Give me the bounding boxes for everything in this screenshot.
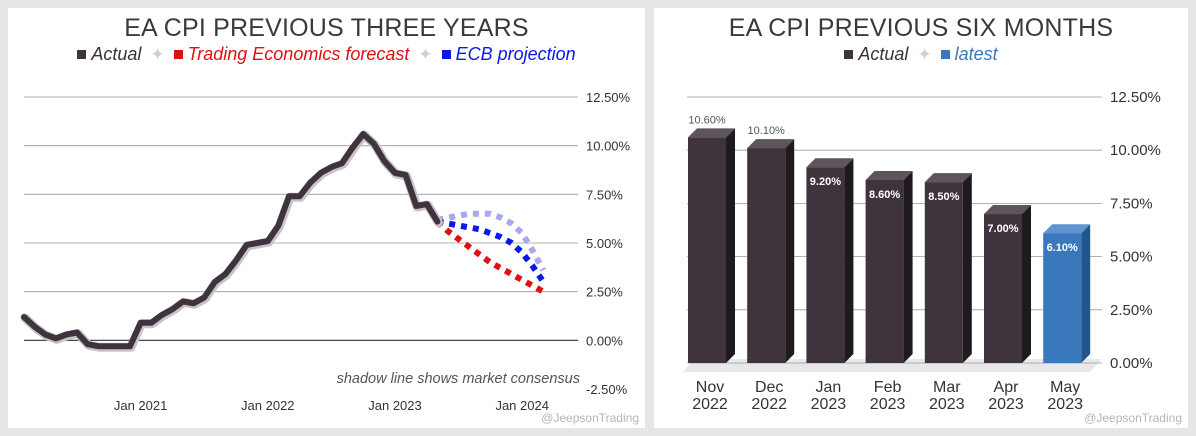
x-tick-label: 2023 (811, 396, 847, 413)
six-month-chart-panel: EA CPI PREVIOUS SIX MONTHS Actual ✦ latest… (654, 8, 1188, 428)
bar-chart-plot: 12.50% 10.00% 7.50% 5.00% 2.50% 0.00% 10.60% No… (683, 89, 1161, 413)
x-tick-label: Dec (755, 379, 783, 396)
chart-title: EA CPI PREVIOUS SIX MONTHS (728, 14, 1114, 42)
bar-top (806, 158, 854, 168)
legend-label-latest: latest (954, 44, 998, 64)
x-tick-label: Jan 2022 (241, 398, 295, 413)
x-tick-label: May (1050, 379, 1080, 396)
y-tick-label: 12.50% (1110, 89, 1161, 106)
bar (865, 179, 904, 363)
bar-side (844, 158, 854, 363)
y-tick-label: 0.00% (1110, 355, 1153, 372)
chart-legend: Actual ✦ latest (654, 44, 1188, 65)
ecb-projection-line (436, 218, 546, 284)
legend-separator: ✦ (418, 45, 433, 64)
y-tick-label: 0.00% (586, 333, 623, 348)
bar (747, 148, 786, 363)
bar (806, 167, 845, 363)
legend-swatch-ecb (441, 50, 451, 59)
x-tick-label: 2023 (870, 396, 906, 413)
data-label: 9.20% (810, 176, 841, 188)
y-tick-label: 7.50% (586, 187, 623, 202)
x-tick-label: Mar (933, 379, 961, 396)
legend-label-actual: Actual (858, 44, 909, 64)
bar-top (688, 128, 735, 138)
x-tick-label: Jan (816, 379, 842, 396)
y-tick-label: -2.50% (586, 382, 628, 397)
consensus-series-line (436, 210, 547, 272)
chart-legend: Actual ✦ Trading Economics forecast ✦ ECB pr… (8, 44, 645, 65)
bar-side (726, 128, 735, 363)
watermark: @JeepsonTrading (541, 411, 639, 425)
y-tick-label: 12.50% (586, 90, 631, 105)
y-tick-label: 5.00% (586, 236, 623, 251)
data-label: 8.50% (928, 191, 959, 203)
bar-side (1081, 224, 1091, 363)
data-label: 7.00% (987, 223, 1018, 235)
legend-label-ecb: ECB projection (455, 44, 576, 64)
chart-title: EA CPI PREVIOUS THREE YEARS (124, 14, 529, 42)
data-label: 10.10% (748, 125, 786, 137)
x-tick-label: 2022 (692, 396, 728, 413)
bar-side (903, 170, 913, 363)
data-label: 6.10% (1047, 242, 1078, 254)
bar-top (984, 205, 1031, 215)
x-tick-label: Feb (874, 379, 902, 396)
x-tick-label: 2023 (929, 396, 965, 413)
x-tick-label: 2022 (751, 396, 787, 413)
chart-annotation: shadow line shows market consensus (336, 371, 580, 387)
three-year-chart-panel: EA CPI PREVIOUS THREE YEARS Actual ✦ Tradi… (8, 8, 645, 428)
line-chart-plot: 12.50% 10.00% 7.50% 5.00% 2.50% 0.00% -2.50% Ja… (20, 90, 631, 413)
data-label: 10.60% (688, 114, 726, 126)
x-tick-label: Apr (994, 379, 1020, 396)
y-tick-label: 2.50% (586, 285, 623, 300)
data-label: 8.60% (869, 189, 900, 201)
legend-label-actual: Actual (91, 44, 142, 64)
y-tick-label: 7.50% (1110, 195, 1153, 212)
y-tick-label: 10.00% (586, 139, 631, 154)
x-tick-label: Jan 2023 (368, 398, 422, 413)
x-tick-label: Jan 2024 (495, 398, 549, 413)
y-tick-label: 5.00% (1110, 249, 1153, 266)
actual-series-line (21, 131, 441, 350)
bar (1043, 233, 1082, 363)
y-tick-label: 2.50% (1110, 302, 1153, 319)
bar (924, 182, 963, 363)
x-tick-label: 2023 (1047, 396, 1083, 413)
x-tick-label: Nov (696, 379, 724, 396)
y-tick-label: 10.00% (1110, 142, 1161, 159)
bar-top (1043, 224, 1091, 234)
bar-side (962, 173, 972, 363)
x-tick-label: Jan 2021 (114, 398, 168, 413)
bar (984, 214, 1022, 363)
bar-top (747, 139, 795, 149)
legend-swatch-actual (77, 50, 87, 59)
bar-side (1022, 205, 1031, 363)
legend-separator: ✦ (917, 45, 932, 64)
bar-side (785, 139, 795, 363)
legend-swatch-latest (940, 50, 950, 59)
bar-top (865, 170, 913, 180)
legend-swatch-actual (844, 50, 854, 59)
actual-series-shadow (20, 130, 443, 352)
legend-swatch-forecast (173, 50, 183, 59)
bar-top (924, 173, 972, 183)
legend-separator: ✦ (150, 45, 165, 64)
watermark: @JeepsonTrading (1084, 411, 1182, 425)
legend-label-forecast: Trading Economics forecast (187, 44, 410, 64)
x-tick-label: 2023 (988, 396, 1024, 413)
bar (688, 137, 726, 363)
